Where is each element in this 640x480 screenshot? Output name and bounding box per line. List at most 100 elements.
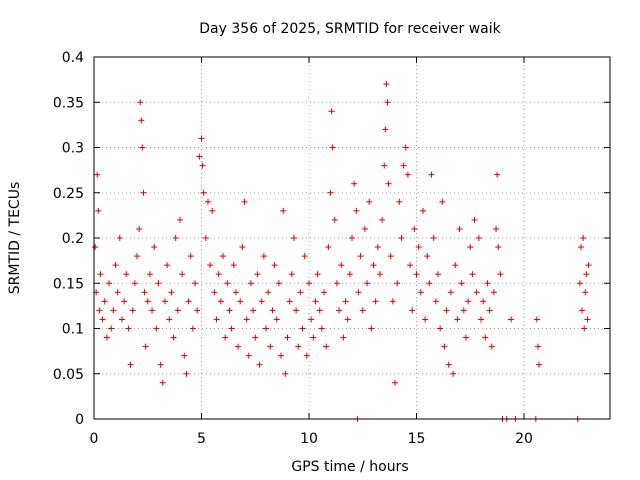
data-point [222, 334, 229, 341]
data-point [374, 244, 381, 251]
data-point [155, 280, 162, 287]
data-point [422, 316, 429, 323]
data-point [127, 361, 134, 368]
data-point [452, 262, 459, 269]
data-point [164, 262, 171, 269]
data-point [97, 271, 104, 278]
data-point [129, 307, 136, 314]
tick-labels: 0 0.05 0.1 0.15 0.2 0.25 0.3 0.35 0.4 0 5 10 15 20 [53, 50, 533, 447]
y-tick-label: 0.05 [53, 367, 84, 383]
data-point [141, 289, 148, 296]
data-point [329, 144, 336, 151]
data-point [581, 325, 588, 332]
data-point [580, 235, 587, 241]
data-point [441, 343, 448, 350]
data-point [432, 298, 439, 305]
data-point [243, 316, 250, 323]
data-point [258, 298, 265, 305]
data-point [226, 307, 233, 314]
data-point [275, 280, 282, 287]
data-point [92, 244, 99, 251]
data-point [318, 325, 325, 332]
data-point [217, 298, 224, 305]
data-point [204, 198, 211, 205]
data-point [462, 334, 469, 341]
data-point [101, 298, 108, 305]
data-point [198, 135, 205, 142]
data-point [252, 334, 259, 341]
data-point [168, 289, 175, 296]
data-point [327, 189, 334, 196]
y-tick-label: 0.35 [53, 95, 84, 111]
data-point [121, 298, 128, 305]
data-point [424, 253, 431, 260]
data-point [582, 289, 589, 296]
data-point [493, 225, 500, 232]
data-point [187, 253, 194, 260]
data-point [110, 307, 117, 314]
data-point [254, 271, 261, 278]
data-point [394, 280, 401, 287]
data-point [384, 99, 391, 106]
data-point [351, 180, 358, 187]
data-point [359, 307, 366, 314]
data-point [340, 334, 347, 341]
data-point [239, 244, 246, 251]
data-point [220, 253, 226, 260]
data-point [103, 334, 110, 341]
data-point [273, 316, 280, 323]
data-point [228, 325, 235, 332]
data-point [280, 207, 287, 214]
data-point [140, 189, 147, 196]
data-point [94, 171, 101, 178]
data-point [450, 370, 457, 377]
data-point [458, 280, 465, 287]
data-point [480, 298, 487, 305]
data-point [230, 262, 237, 269]
data-point [426, 280, 433, 287]
data-point [585, 262, 592, 269]
data-point [415, 244, 422, 251]
data-point [209, 207, 216, 214]
data-point [488, 343, 495, 350]
data-point [413, 271, 420, 278]
data-point [232, 289, 239, 296]
data-point [149, 307, 156, 314]
data-point [267, 343, 274, 350]
data-point [428, 171, 435, 178]
data-point [151, 244, 158, 251]
data-point [196, 153, 203, 160]
data-point [181, 352, 188, 359]
data-point [306, 280, 312, 287]
data-point [96, 307, 103, 314]
data-point [174, 307, 181, 314]
data-point [172, 235, 179, 241]
data-point [385, 180, 392, 187]
data-point [278, 352, 285, 359]
data-point [484, 280, 491, 287]
data-point [183, 370, 190, 377]
grid [94, 57, 610, 419]
data-point [215, 271, 222, 278]
data-point [508, 316, 515, 323]
data-point [411, 225, 418, 232]
data-point [192, 280, 199, 287]
y-tick-label: 0.25 [53, 186, 84, 202]
data-point [536, 361, 543, 368]
data-point [202, 235, 209, 241]
data-point [381, 162, 388, 169]
data-point [224, 280, 231, 287]
data-point [383, 81, 390, 88]
data-point [443, 307, 450, 314]
data-point [460, 307, 467, 314]
data-point [297, 289, 304, 296]
data-point [471, 216, 478, 223]
data-point [179, 271, 186, 278]
data-point [338, 262, 345, 269]
y-tick-label: 0.3 [62, 141, 84, 157]
data-point [282, 370, 289, 377]
data-point [321, 289, 328, 296]
data-point [439, 198, 446, 205]
data-point [435, 271, 441, 278]
data-point [269, 307, 276, 314]
